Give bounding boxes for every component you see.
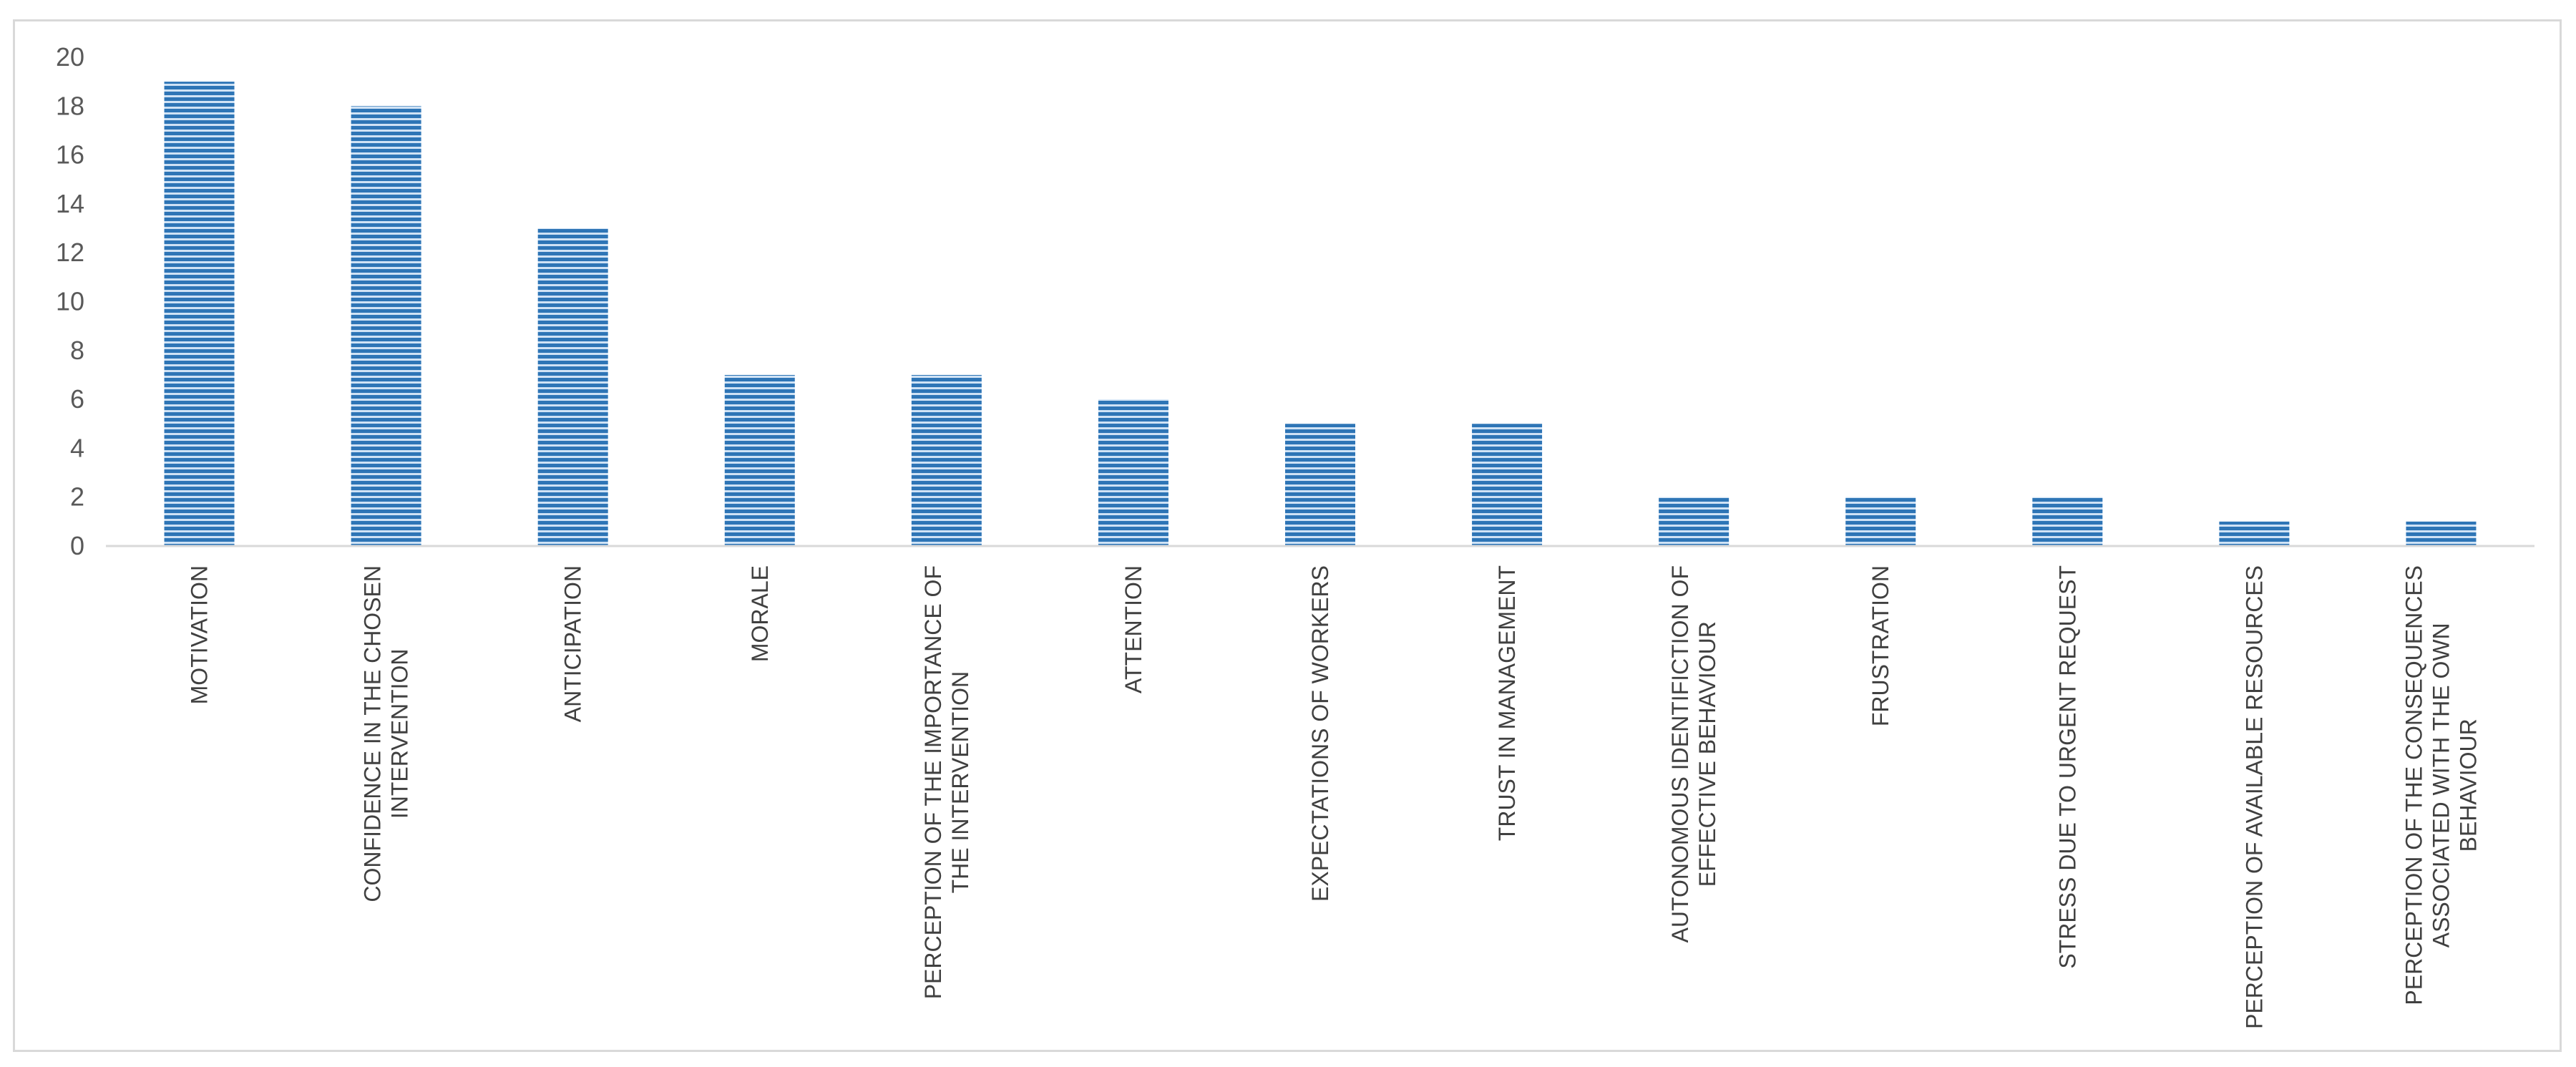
category-label-line: TRUST IN MANAGEMENT: [1494, 565, 1520, 841]
category-label-line: MORALE: [747, 565, 773, 662]
category-label: EXPECTATIONS OF WORKERS: [1307, 565, 1333, 902]
y-tick-label: 0: [70, 531, 84, 560]
bar: [724, 374, 795, 546]
category-label: CONFIDENCE IN THE CHOSEN INTERVENTION: [360, 565, 413, 902]
y-tick-label: 10: [56, 287, 84, 316]
category-label-line: FRUSTRATION: [1868, 565, 1893, 726]
y-tick-label: 20: [56, 42, 84, 72]
bar: [1285, 424, 1355, 546]
category-label-line: STRESS DUE TO URGENT REQUEST: [2054, 565, 2080, 969]
category-label-line: BEHAVIOUR: [2455, 718, 2481, 852]
y-tick-label: 18: [56, 91, 84, 120]
y-tick-label: 16: [56, 140, 84, 170]
bar: [164, 82, 235, 546]
category-labels: MOTIVATION CONFIDENCE IN THE CHOSEN INTERV…: [187, 565, 2482, 1029]
category-label-line: ANTICIPATION: [560, 565, 586, 722]
bar: [1845, 497, 1916, 546]
y-tick-label: 4: [70, 433, 84, 462]
bars-group: [164, 82, 2477, 547]
bar: [1659, 497, 1729, 546]
bar: [2219, 521, 2290, 546]
bar: [1098, 399, 1169, 546]
category-label: MORALE: [747, 565, 773, 662]
category-label-line: ASSOCIATED WITH THE OWN: [2428, 623, 2454, 947]
category-label: PERCEPTION OF AVAILABLE RESOURCES: [2241, 565, 2267, 1029]
category-label: ATTENTION: [1121, 565, 1146, 693]
category-label-line: PERCEPTION OF THE IMPORTANCE OF: [920, 565, 946, 999]
category-label: ANTICIPATION: [560, 565, 586, 722]
y-tick-label: 8: [70, 336, 84, 365]
category-label: MOTIVATION: [187, 565, 213, 704]
category-label: STRESS DUE TO URGENT REQUEST: [2054, 565, 2080, 969]
bar: [351, 106, 421, 547]
category-label-line: CONFIDENCE IN THE CHOSEN: [360, 565, 386, 902]
bar: [2032, 497, 2103, 546]
category-label-line: INTERVENTION: [387, 648, 413, 819]
y-tick-label: 12: [56, 238, 84, 267]
y-tick-label: 6: [70, 384, 84, 414]
category-label: PERCEPTION OF THE CONSEQUENCES ASSOCIATED…: [2401, 565, 2481, 1005]
category-label: FRUSTRATION: [1868, 565, 1893, 726]
category-label: PERCEPTION OF THE IMPORTANCE OF THE INTER…: [920, 565, 973, 999]
category-label-line: MOTIVATION: [187, 565, 213, 704]
category-label-line: EFFECTIVE BEHAVIOUR: [1694, 621, 1720, 887]
category-label-line: ATTENTION: [1121, 565, 1146, 693]
bar: [537, 228, 608, 546]
category-label-line: EXPECTATIONS OF WORKERS: [1307, 565, 1333, 902]
category-label-line: THE INTERVENTION: [947, 671, 973, 894]
y-axis: 0 2 4 6 8 10 12 14 16 18 20: [56, 42, 84, 560]
y-tick-label: 2: [70, 482, 84, 512]
y-tick-label: 14: [56, 189, 84, 218]
category-label-line: AUTONOMOUS IDENTIFICTION OF: [1667, 565, 1693, 942]
bar: [1472, 424, 1543, 546]
bar: [2406, 521, 2477, 546]
bar: [911, 374, 982, 546]
category-label: AUTONOMOUS IDENTIFICTION OF EFFECTIVE BEH…: [1667, 565, 1720, 942]
category-label-line: PERCEPTION OF THE CONSEQUENCES: [2401, 565, 2426, 1005]
category-label: TRUST IN MANAGEMENT: [1494, 565, 1520, 841]
category-label-line: PERCEPTION OF AVAILABLE RESOURCES: [2241, 565, 2267, 1029]
